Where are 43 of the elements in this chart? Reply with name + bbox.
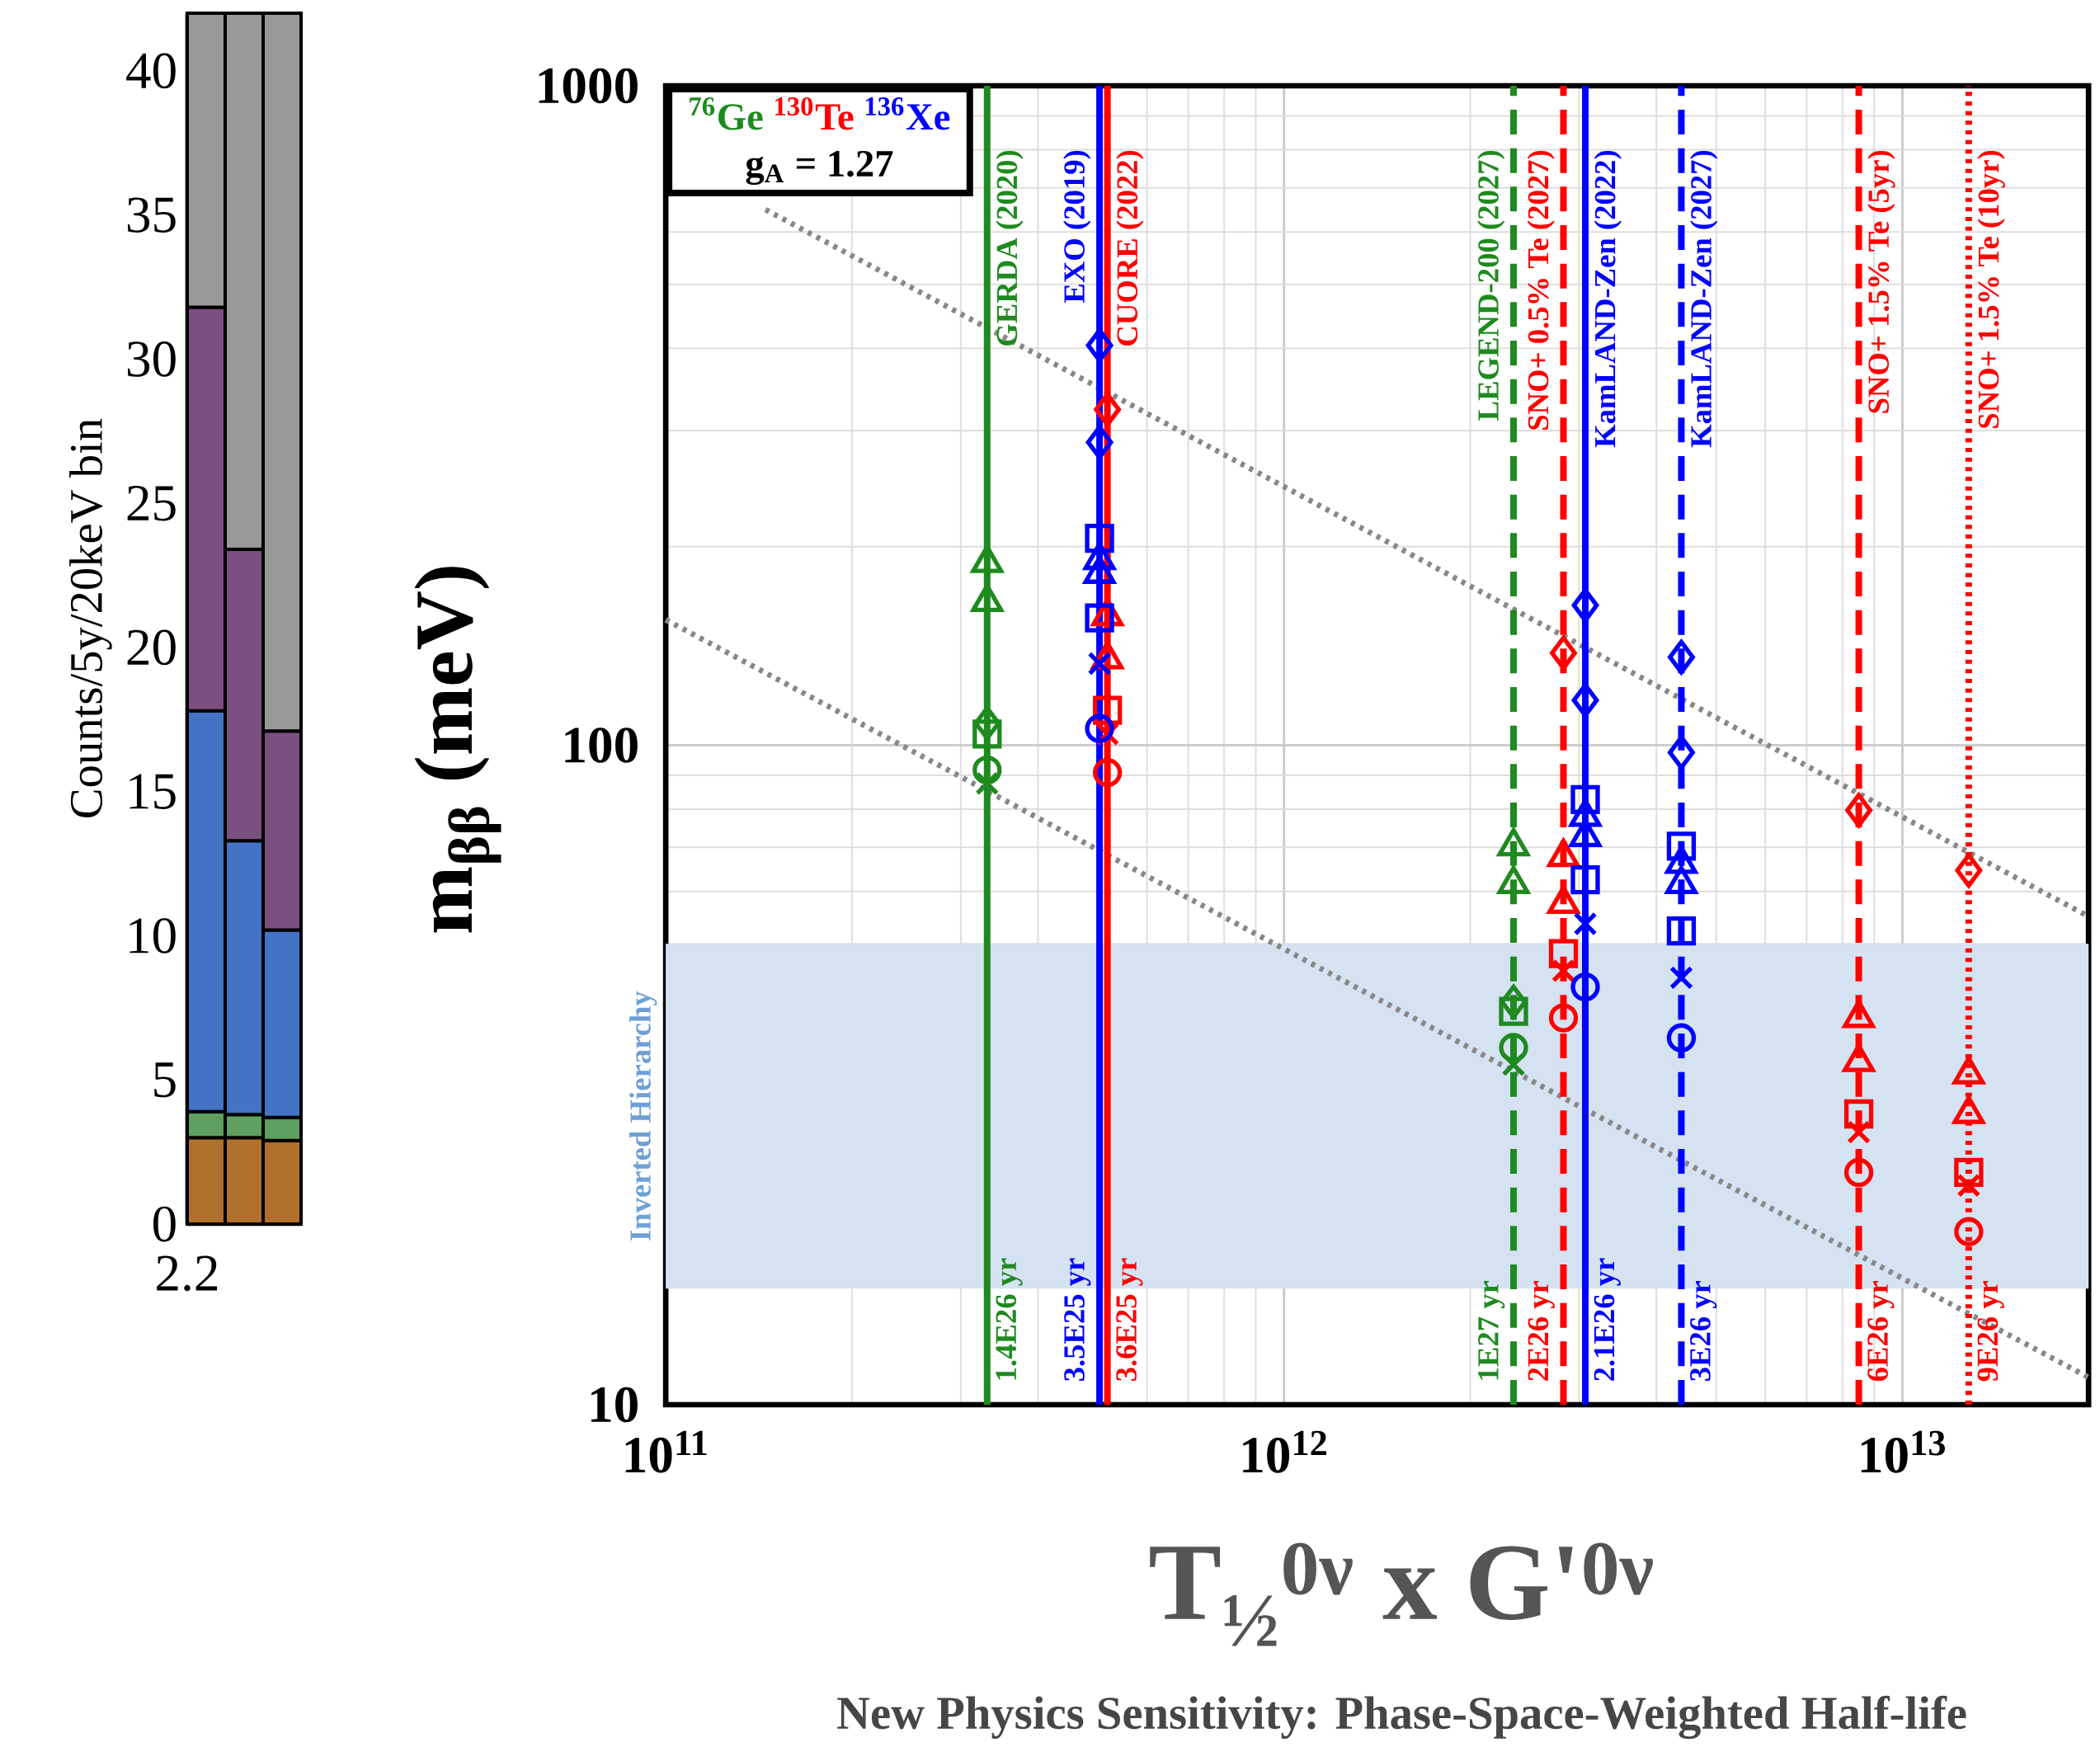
ref-line-label: GERDA (2020): [996, 150, 1024, 346]
y-tick-label: 15: [129, 774, 176, 809]
y-tick-label: 10: [591, 1387, 638, 1423]
y-tick-label: 5: [154, 1062, 176, 1098]
ref-line-label: KamLAND-Zen (2022): [1594, 150, 1622, 448]
x-tick-label: 10$^{11}$: [625, 1430, 707, 1473]
text: New Physics Sensitivity: Phase-Space-Weighted Half-life: [837, 1695, 1966, 1740]
annotation: 2.1E26 yr: [1594, 1258, 1621, 1381]
y-axis-title: Counts/5y/20keV bin: [69, 418, 112, 817]
ref-line-label: CUORE (2022): [1116, 150, 1144, 346]
y-tick-label: 40: [126, 53, 176, 89]
y-tick-label: 25: [127, 485, 176, 521]
annotation: 3.5E25 yr: [1064, 1258, 1091, 1382]
x-axis-title: T$_{½}$$^{0ν}$ x G'$^{0ν}$: [1150, 1542, 1653, 1646]
annotation: 3E26 yr: [1690, 1280, 1717, 1382]
x-tick-label: 10$^{13}$: [1861, 1430, 1945, 1473]
x-tick-label: 10$^{12}$: [1243, 1430, 1326, 1473]
annotation: $^{130}$Te: [775, 97, 854, 130]
text: 2.2: [157, 1255, 218, 1292]
band-label: Inverted Hierarchy: [629, 991, 657, 1241]
y-tick-label: 100: [565, 728, 638, 763]
ref-line-label: KamLAND-Zen (2027): [1690, 150, 1718, 448]
y-axis-title: m$_{ββ}$ (meV): [414, 567, 501, 933]
annotation: 9E26 yr: [1977, 1280, 2004, 1382]
annotation: 3.6E25 yr: [1116, 1258, 1143, 1382]
annotation: 1E27 yr: [1478, 1280, 1505, 1380]
ref-line-label: EXO (2019): [1063, 150, 1091, 304]
annotation: $^{76}$Ge: [690, 97, 763, 130]
y-tick-label: 35: [127, 197, 176, 233]
annotation: g$_{A}$ = 1.27: [746, 150, 893, 186]
ref-line-label: SNO+ 0.5% Te (2027): [1527, 150, 1555, 430]
y-tick-label: 20: [127, 629, 176, 666]
y-tick-label: 0: [153, 1206, 176, 1242]
ref-line-label: SNO+ 1.5% Te (10yr): [1977, 150, 2005, 428]
annotation: 2E26 yr: [1528, 1280, 1555, 1381]
y-tick-label: 1000: [539, 68, 638, 104]
annotation: 1.4E26 yr: [996, 1258, 1023, 1380]
ref-line-label: SNO+ 1.5% Te (5yr): [1867, 150, 1895, 413]
y-tick-label: 10: [129, 918, 176, 954]
annotation: $^{136}$Xe: [865, 97, 950, 130]
annotation: 6E26 yr: [1867, 1280, 1895, 1382]
y-tick-label: 30: [127, 341, 176, 377]
ref-line-label: LEGEND-200 (2027): [1477, 150, 1505, 421]
